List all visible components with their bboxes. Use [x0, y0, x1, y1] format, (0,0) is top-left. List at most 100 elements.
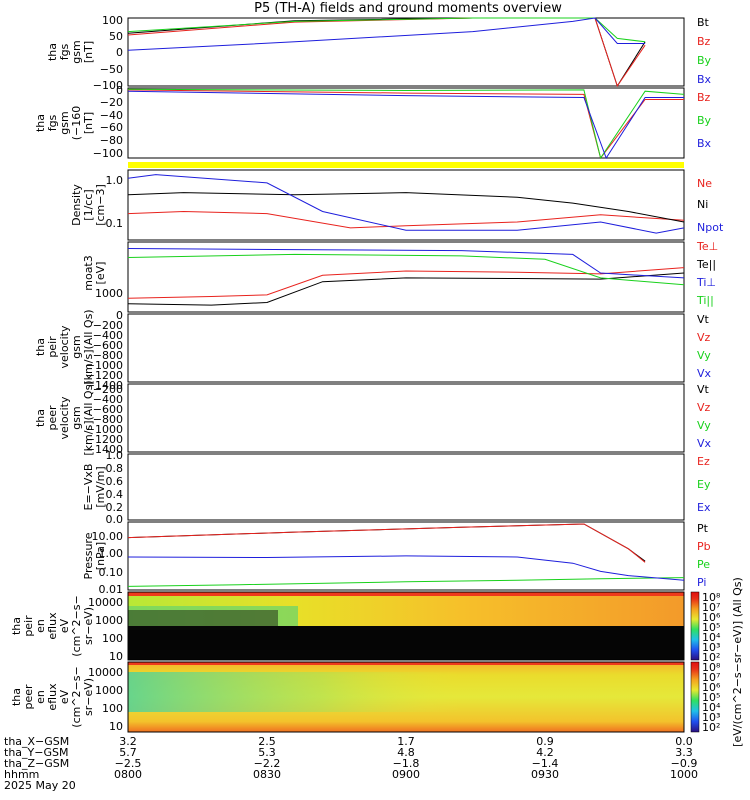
panel-10-tick-4: 10 — [109, 720, 123, 733]
panel-5-tick-2: −200 — [93, 319, 123, 332]
panel-2-ylabel-4: (−160 — [70, 106, 83, 141]
panel-7-legend-3: Ex — [697, 501, 711, 514]
panel-5-tick-4: −600 — [93, 339, 123, 352]
panel-6-tick-2: −400 — [93, 393, 123, 406]
panel-10-tick-1: 10000 — [88, 666, 123, 679]
panel-3-legend-2: Ni — [697, 198, 708, 211]
panel-6-legend-2: Vz — [697, 401, 711, 414]
ion-spectrogram-dark-band — [128, 626, 684, 660]
ephemeris-label-hhmm: hhmm — [4, 768, 39, 781]
panel-9-tick-4: 10 — [109, 650, 123, 663]
panel-3-frame — [127, 169, 685, 241]
eph-col-3-y: 4.8 — [397, 746, 415, 759]
eph-col-3-z: −1.8 — [393, 757, 420, 770]
panel-5-tick-3: −400 — [93, 329, 123, 342]
panel-8-frame — [127, 521, 685, 591]
panel-1-frame — [127, 17, 685, 87]
series-line-bx-2 — [127, 90, 684, 160]
panel-7-ylabel-1: E=−VxB — [82, 464, 95, 511]
panel-6-ylabel-3: velocity — [58, 396, 71, 439]
panel-9: tha peir en eflux eV (cm^2−s− sr−eV) 100… — [10, 591, 685, 663]
panel-8-legend-3: Pe — [697, 558, 710, 571]
panel-6-tick-6: −1200 — [86, 433, 123, 446]
eph-col-2-z: −2.2 — [254, 757, 281, 770]
colorbar-tick-bottom-1: 10⁸ — [702, 661, 721, 674]
colorbar-label: [eV/(cm^2−s−sr−eV)] (All Qs) — [731, 577, 744, 747]
panel-6: tha peer velocity gsm [km/s](All Qs) −20… — [34, 380, 712, 456]
panel-8: Pressure [nPa] 10.00 1.00 0.10 0.01 Pt P… — [82, 521, 711, 596]
panel-9-tick-2: 1000 — [95, 614, 123, 627]
colorbar-tick-top-5: 10⁴ — [702, 631, 721, 644]
panel-8-tick-3: 0.10 — [99, 566, 124, 579]
panel-8-tick-4: 0.01 — [99, 583, 124, 596]
panel-2: tha fgs gsm (−160 [nT] 0 −20 −40 −60 −80… — [34, 84, 712, 160]
panel-2-ylabel-1: tha — [34, 114, 47, 132]
panel-10-frame — [127, 661, 685, 733]
eph-col-1-x: 3.2 — [119, 735, 137, 748]
panel-6-ylabel-5: [km/s](All Qs) — [82, 380, 95, 455]
series-line-npot-2 — [127, 174, 685, 234]
panel-1-ylabel-4: [nT] — [82, 41, 95, 63]
panel-1-legend-4: Bx — [697, 73, 712, 86]
colorbar-tick-bottom-2: 10⁷ — [702, 671, 720, 684]
eph-col-5-y: 3.3 — [675, 746, 693, 759]
colorbar-tick-top-1: 10⁸ — [702, 591, 721, 604]
panel-4-ylabel-1: moat3 — [82, 255, 95, 291]
panel-1-tick-4: −50 — [100, 63, 123, 76]
series-line-bz-0 — [127, 89, 684, 160]
panel-4-legend-4: Ti|| — [696, 294, 714, 307]
series-line-bt-0 — [127, 17, 646, 88]
panel-3-series — [127, 174, 685, 234]
panel-6-tick-4: −800 — [93, 413, 123, 426]
panel-6-ylabel-2: peer — [46, 405, 59, 431]
panel-4-series — [127, 248, 685, 306]
panel-2-tick-4: −60 — [100, 121, 123, 134]
panel-3-tick-2: 0.1 — [106, 217, 124, 230]
panel-6-tick-3: −600 — [93, 403, 123, 416]
panel-5-frame — [127, 313, 685, 383]
series-line-by-2 — [127, 17, 646, 43]
panel-5-tick-7: −1200 — [86, 369, 123, 382]
eph-col-2-y: 5.3 — [258, 746, 276, 759]
panel-1-tick-2: 50 — [109, 30, 123, 43]
panel-9-tick-1: 10000 — [88, 596, 123, 609]
panel-9-ylabel-3: en — [34, 619, 47, 633]
panel-4-legend-1: Te⊥ — [696, 240, 718, 253]
eph-col-2-x: 2.5 — [258, 735, 276, 748]
panel-5-legend-4: Vx — [697, 367, 712, 380]
panel-2-ylabel-2: fgs — [46, 114, 59, 131]
panel-2-tick-1: 0 — [116, 84, 123, 97]
colorbar-tick-bottom-4: 10⁵ — [702, 691, 720, 704]
panel-10-ylabel-7: sr−eV) — [82, 678, 95, 716]
colorbar-tick-top-3: 10⁶ — [702, 611, 721, 624]
colorbar-tick-bottom-5: 10⁴ — [702, 701, 721, 714]
panel-2-ylabel-3: gsm — [58, 111, 71, 134]
panel-9-ylabel-4: eflux — [46, 612, 59, 640]
panel-6-ylabel-1: tha — [34, 409, 47, 427]
panel-8-ylabel-1: Pressure — [82, 532, 95, 579]
panel-1-legend-3: By — [697, 54, 712, 67]
eph-col-1-z: −2.5 — [115, 757, 142, 770]
panel-2-frame — [127, 87, 685, 159]
series-line-ti-3 — [127, 253, 685, 286]
panel-10-ylabel-6: (cm^2−s− — [70, 666, 83, 727]
panel-8-legend-1: Pt — [697, 522, 709, 535]
ion-spectrogram-red-top — [128, 592, 684, 596]
panel-8-tick-1: 10.00 — [92, 530, 124, 543]
series-line-te-1 — [127, 272, 685, 306]
series-line-bz-1 — [127, 17, 646, 88]
panel-7-tick-1: 1.0 — [106, 449, 124, 462]
eph-col-1-time: 0800 — [114, 768, 142, 781]
ephemeris-label-z: tha_Z−GSM — [4, 757, 69, 770]
panel-4-frame — [127, 241, 685, 313]
panel-1-tick-1: 100 — [102, 14, 123, 27]
panel-7-tick-3: 0.6 — [106, 475, 124, 488]
panel-6-tick-7: −1400 — [86, 443, 123, 456]
panel-2-tick-6: −100 — [93, 147, 123, 160]
ephemeris: tha_X−GSM tha_Y−GSM tha_Z−GSM hhmm 2025 … — [4, 735, 698, 792]
eph-col-3-x: 1.7 — [397, 735, 415, 748]
series-line-ti-2 — [127, 248, 685, 279]
panel-6-legend-1: Vt — [697, 383, 710, 396]
panel-5-ylabel-2: peir — [46, 336, 59, 358]
panel-5-legend-3: Vy — [697, 349, 711, 362]
